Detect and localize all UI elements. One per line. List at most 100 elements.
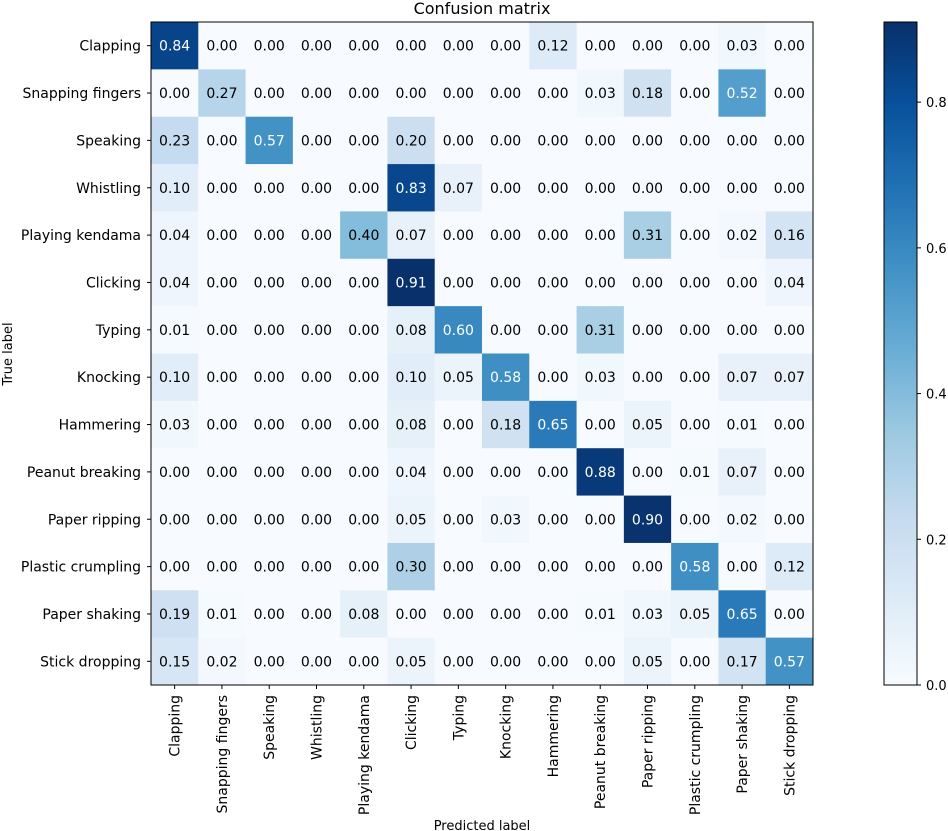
cell-value-label: 0.00 [395,607,426,623]
heatmap-cell [718,306,767,354]
cell-value-label: 0.31 [585,323,616,339]
heatmap-cell [245,306,294,354]
cell-value-label: 0.00 [679,418,710,434]
heatmap-cell [718,22,767,70]
heatmap-cell [482,542,530,591]
heatmap-cell [529,542,578,591]
y-axis-label: True label [1,322,16,386]
heatmap-cell [245,495,294,544]
heatmap-cell [434,69,483,118]
cell-value-label: 0.00 [679,275,710,291]
x-tick-label: Typing [451,695,467,741]
heatmap-cell [529,353,578,402]
heatmap-cell [482,22,530,70]
cell-value-label: 0.00 [254,560,285,576]
heatmap-cell [718,353,767,402]
cell-value-label: 0.00 [585,654,616,670]
cell-value-label: 0.01 [159,323,190,339]
cell-value-label: 0.00 [585,181,616,197]
cell-value-label: 0.00 [632,465,663,481]
cell-value-label: 0.00 [490,323,521,339]
heatmap-cell [576,211,625,260]
heatmap-cell [387,211,436,260]
heatmap-cell [576,22,625,70]
heatmap-cell [292,22,341,70]
cell-value-label: 0.00 [537,560,568,576]
heatmap-cell [245,258,294,307]
heatmap-cell [245,69,294,118]
heatmap-cell [482,448,530,497]
heatmap-cell [671,448,719,497]
cell-value-label: 0.65 [537,418,568,434]
cell-value-label: 0.02 [206,654,237,670]
cell-value-label: 0.00 [537,275,568,291]
heatmap-cell [387,542,436,591]
cell-value-label: 0.00 [774,181,805,197]
cell-value-label: 0.00 [774,607,805,623]
heatmap-cell [529,116,578,165]
heatmap-cell [765,211,814,260]
heatmap-cell [151,69,199,118]
heatmap-cell [671,590,719,639]
heatmap-cell [671,116,719,165]
heatmap-cell [292,116,341,165]
heatmap-cell [340,590,388,639]
heatmap-cell [482,353,530,402]
heatmap-cell [387,116,436,165]
cell-value-label: 0.00 [206,39,237,55]
heatmap-cell [529,637,578,686]
x-tick-label: Paper shaking [735,695,751,794]
heatmap-cell [482,69,530,118]
cell-value-label: 0.00 [301,275,332,291]
x-tick-label: Stick dropping [782,695,798,796]
x-tick-label: Whistling [310,695,326,760]
cell-value-label: 0.00 [301,512,332,528]
colorbar-tick-label: 0.8 [926,96,947,111]
x-tick-label: Hammering [546,695,562,777]
cell-value-label: 0.00 [159,86,190,102]
cell-value-label: 0.00 [301,418,332,434]
cell-value-label: 0.00 [443,560,474,576]
heatmap-cell [245,400,294,449]
heatmap-cell [292,211,341,260]
heatmap-cell [292,69,341,118]
cell-value-label: 0.00 [537,654,568,670]
heatmap-cell [671,69,719,118]
heatmap-cell [671,495,719,544]
cell-value-label: 0.00 [254,418,285,434]
cell-value-label: 0.91 [395,275,426,291]
heatmap-cell [529,69,578,118]
cell-value-label: 0.00 [585,228,616,244]
cell-value-label: 0.05 [632,654,663,670]
heatmap-cell [340,258,388,307]
cell-value-label: 0.00 [537,86,568,102]
cell-value-label: 0.03 [585,370,616,386]
heatmap-cell [434,258,483,307]
cell-value-label: 0.00 [679,654,710,670]
heatmap-cell [623,590,672,639]
cell-value-label: 0.05 [395,512,426,528]
cell-value-label: 0.00 [537,133,568,149]
heatmap-cell [151,258,199,307]
cell-value-label: 0.00 [774,133,805,149]
cell-value-label: 0.00 [348,323,379,339]
cell-value-label: 0.00 [206,133,237,149]
y-tick-label: Typing [95,323,141,339]
heatmap-cell [151,164,199,212]
cell-value-label: 0.03 [159,418,190,434]
heatmap-cell [245,542,294,591]
heatmap-cell [340,116,388,165]
y-tick-label: Stick dropping [40,654,141,670]
cell-value-label: 0.00 [490,654,521,670]
cell-value-label: 0.00 [774,512,805,528]
heatmap-cell [292,495,341,544]
cell-value-label: 0.00 [632,133,663,149]
cell-value-label: 0.05 [395,654,426,670]
heatmap-cell [387,22,436,70]
heatmap-cell [340,211,388,260]
heatmap-cell [718,542,767,591]
cell-value-label: 0.04 [395,465,426,481]
heatmap-cell [482,211,530,260]
cell-value-label: 0.00 [679,512,710,528]
